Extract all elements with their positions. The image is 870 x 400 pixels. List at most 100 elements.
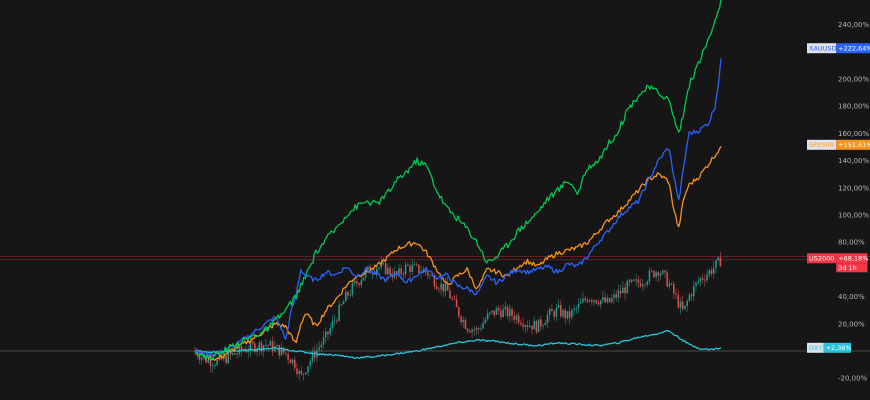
badge-value: +222,64%	[838, 45, 870, 53]
us2000-candle	[655, 272, 657, 278]
y-axis: 240,00% 200,00% 180,00% 160,00% 140,00% 120,0…	[838, 21, 869, 383]
us2000-candle	[262, 345, 265, 351]
us2000-candle	[584, 298, 586, 301]
us2000-candle	[477, 328, 480, 330]
us2000-candle	[429, 274, 431, 276]
us2000-candle	[415, 264, 418, 266]
us2000-candle	[684, 305, 686, 309]
us2000-candle	[225, 355, 227, 364]
series-lines	[194, 0, 722, 362]
us2000-candle	[544, 323, 547, 326]
us2000-candle	[690, 294, 693, 297]
us2000-candle	[269, 341, 272, 346]
us2000-candle	[318, 347, 320, 350]
y-tick-label: 160,00%	[838, 130, 869, 138]
us2000-candle	[265, 344, 267, 346]
us2000-candle	[715, 260, 717, 268]
us2000-candle	[469, 331, 471, 333]
us2000-candle	[526, 325, 529, 327]
us2000-candle	[571, 310, 573, 318]
us2000-candle	[329, 328, 332, 335]
us2000-candle	[231, 353, 234, 355]
us2000-candle	[595, 300, 598, 303]
us2000-candle	[358, 283, 360, 286]
us2000-candle	[692, 285, 695, 297]
us2000-candle	[200, 357, 203, 360]
us2000-candle	[375, 268, 378, 274]
badge-sub: 3d 1h	[838, 264, 857, 272]
us2000-candle	[708, 270, 711, 275]
badge-value-bg	[836, 253, 868, 264]
badge-value: +68,18%	[838, 255, 868, 263]
us2000-candle	[606, 298, 609, 303]
badge-value-bg	[823, 342, 851, 353]
us2000-candle	[644, 284, 646, 286]
us2000-candle	[245, 350, 247, 353]
us2000-candle	[267, 344, 269, 346]
us2000-candle	[630, 279, 633, 282]
us2000-candle	[515, 315, 518, 320]
us2000-candle	[482, 322, 484, 329]
us2000-candle	[298, 370, 300, 374]
us2000-candle	[223, 355, 225, 360]
us2000-candle	[311, 351, 314, 361]
us2000-candle	[353, 281, 356, 284]
us2000-candle	[491, 310, 493, 313]
y-tick-label: 140,00%	[838, 157, 869, 165]
us2000-candle	[331, 321, 334, 329]
y-tick-label: 80,00%	[838, 239, 865, 247]
us2000-candle	[322, 337, 325, 345]
us2000-candle	[240, 346, 243, 351]
us2000-candle	[440, 283, 442, 290]
us2000-candle	[528, 325, 531, 327]
us2000-candle	[493, 310, 496, 315]
us2000-candle	[522, 324, 524, 327]
badge-name: DXY	[809, 344, 822, 352]
us2000-candle	[506, 306, 509, 317]
us2000-candle	[489, 312, 491, 314]
us2000-candle	[320, 344, 323, 348]
us2000-candle	[305, 372, 307, 374]
us2000-candle	[648, 270, 651, 282]
us2000-candle	[622, 287, 624, 294]
us2000-candle	[553, 311, 555, 317]
us2000-candle	[677, 294, 680, 308]
y-tick-label: 200,00%	[838, 76, 869, 84]
us2000-candle	[533, 321, 535, 330]
us2000-candle	[287, 354, 289, 360]
us2000-candle	[473, 329, 476, 331]
us2000-candle	[597, 302, 600, 305]
us2000-candle	[546, 315, 549, 324]
us2000-candle	[247, 350, 250, 353]
us2000-candle	[340, 304, 343, 306]
us2000-candle	[661, 270, 664, 274]
us2000-candle	[495, 307, 498, 315]
us2000-candle	[564, 310, 567, 319]
us2000-candle	[420, 272, 422, 274]
us2000-candle	[409, 265, 411, 272]
us2000-candle	[582, 298, 584, 303]
us2000-candle	[706, 274, 708, 281]
series-line-green	[194, 0, 722, 361]
us2000-candle	[395, 271, 398, 275]
us2000-candle	[681, 301, 684, 309]
us2000-candle	[555, 307, 558, 317]
series-line-xauusd	[194, 58, 722, 358]
us2000-candle	[389, 267, 391, 275]
us2000-candle	[471, 329, 473, 333]
us2000-candle	[679, 301, 682, 308]
badge-sub-bg	[836, 263, 868, 273]
us2000-candle	[302, 373, 305, 375]
badge-value-bg	[836, 139, 870, 150]
us2000-candle	[486, 313, 489, 320]
badge-value-bg	[836, 43, 870, 54]
us2000-candle	[673, 283, 675, 294]
us2000-candle	[227, 352, 230, 364]
us2000-candle	[411, 265, 414, 272]
us2000-candle	[624, 287, 626, 294]
us2000-candle	[382, 263, 385, 264]
us2000-candle	[591, 300, 593, 302]
us2000-candle	[712, 267, 715, 274]
